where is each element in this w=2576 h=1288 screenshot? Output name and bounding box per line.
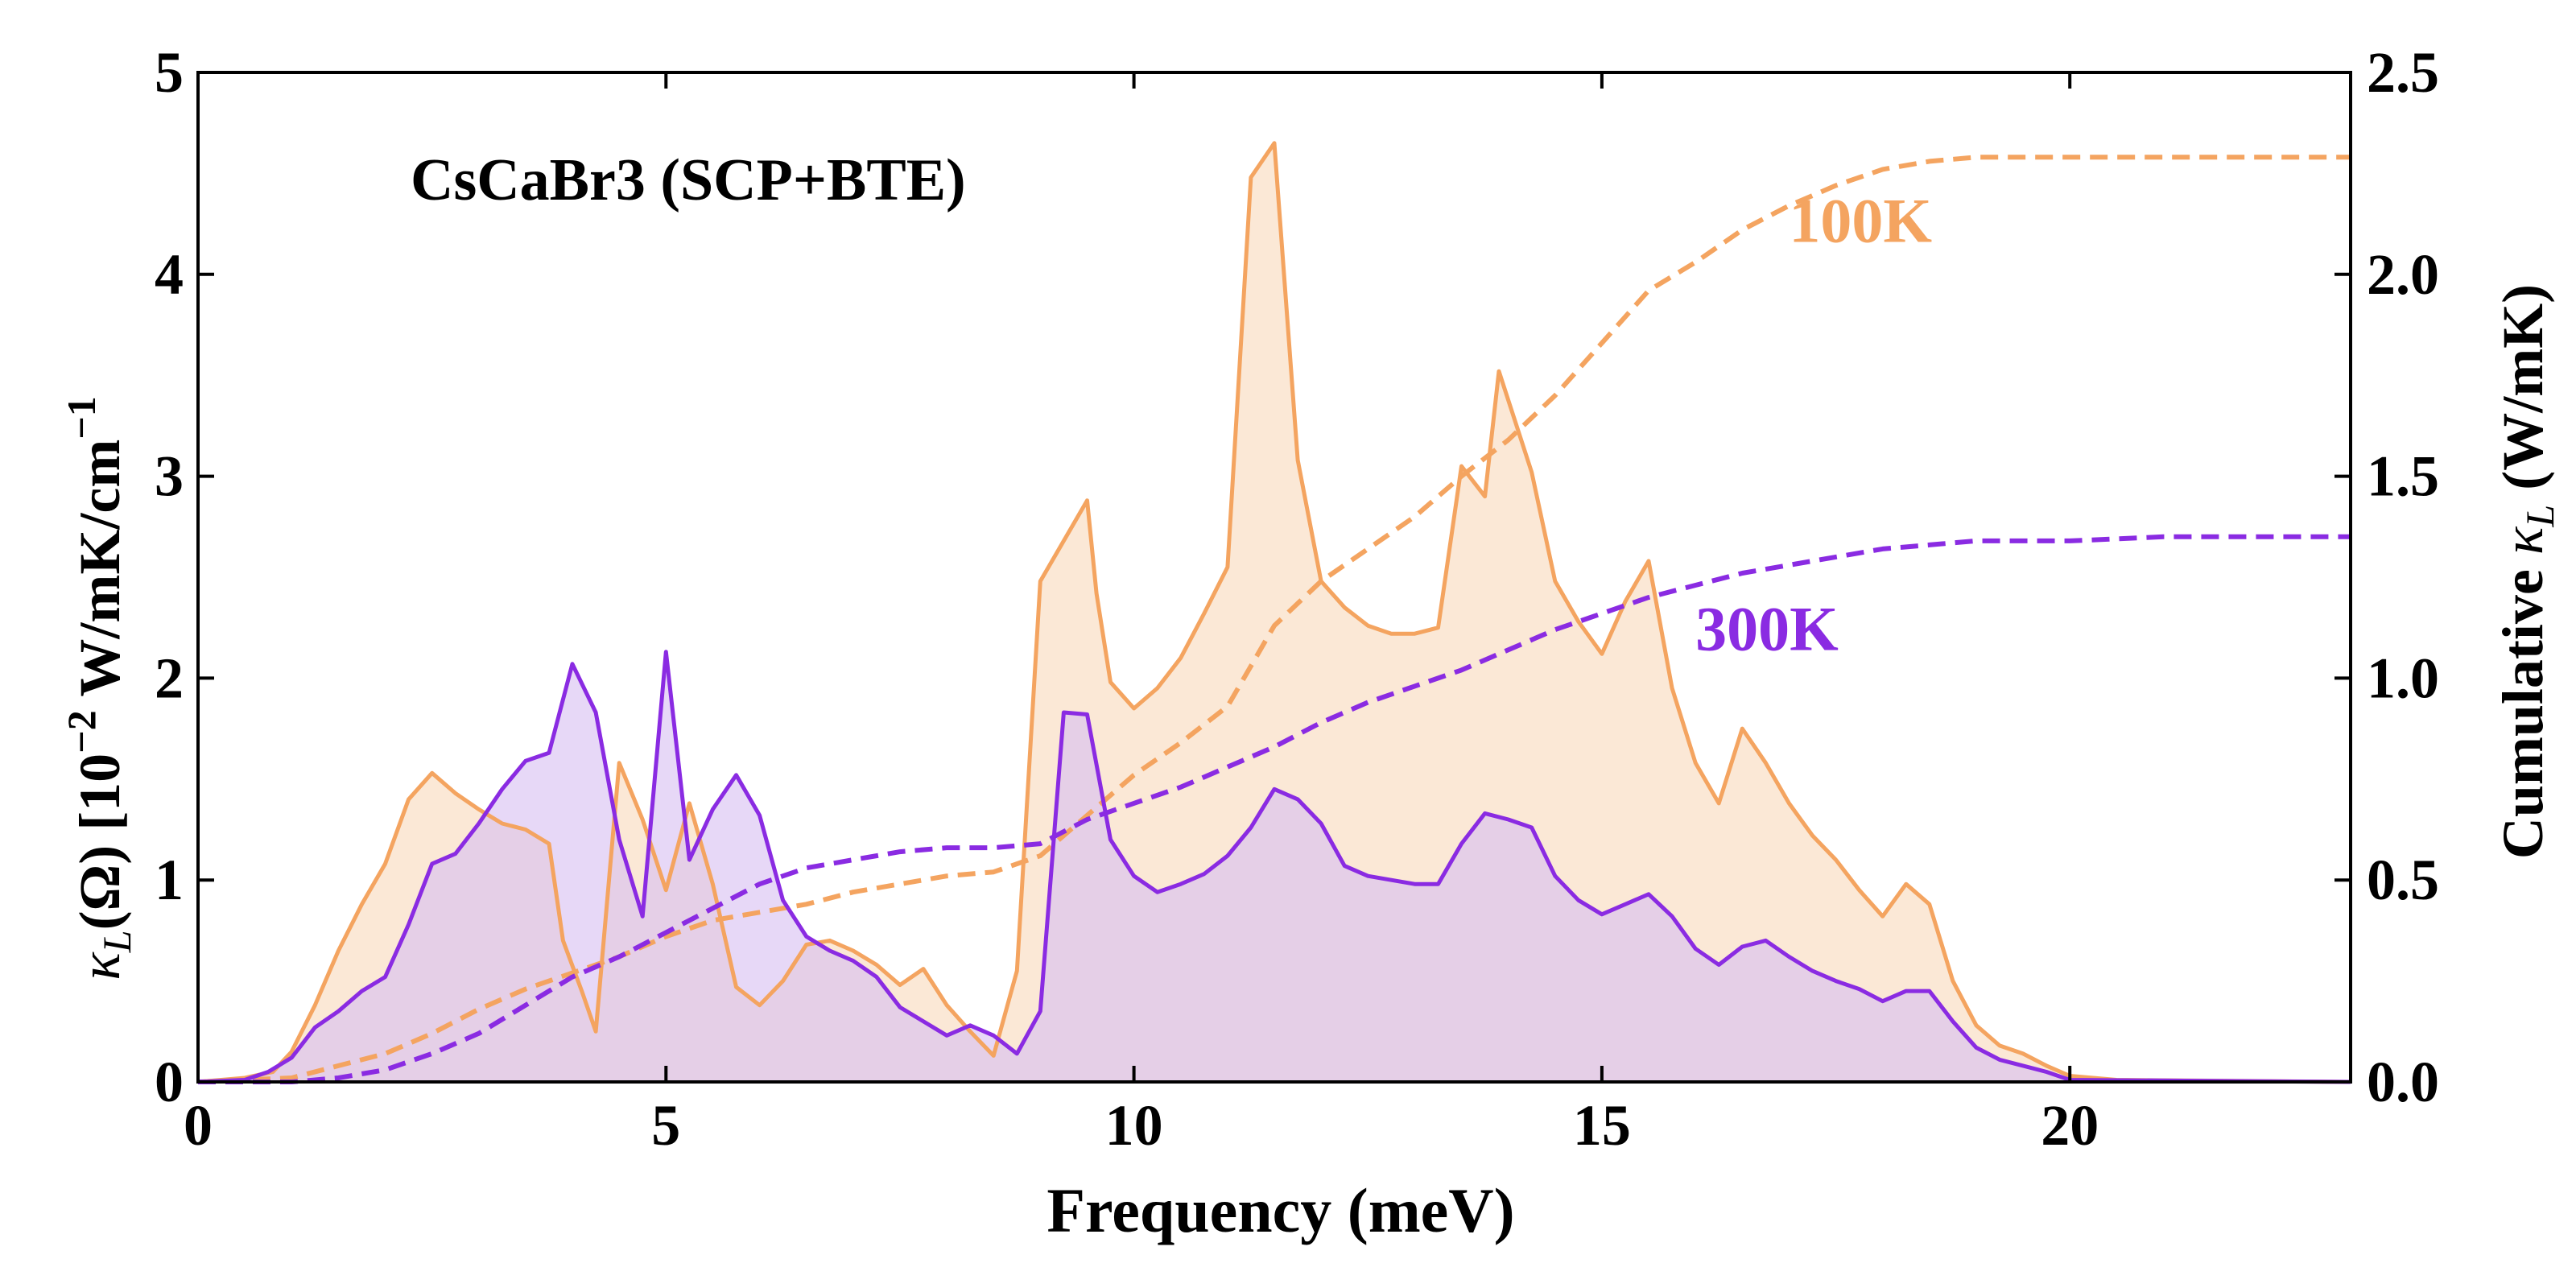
series-label-300K: 300K [1695, 593, 1839, 663]
y-tick-label-right: 0.0 [2367, 1050, 2439, 1114]
cumulative-line-300K [198, 534, 2351, 1084]
plot-frame [196, 71, 2352, 1084]
spectral-fills [198, 142, 2351, 1082]
series-labels: 100K 300K [1695, 186, 1932, 664]
spectral-line-300K [197, 650, 2351, 1084]
y-tick-label-left: 0 [155, 1050, 184, 1114]
x-axis-label: Frequency (meV) [1046, 1175, 1514, 1245]
area-fill-100K [198, 142, 2351, 1082]
spectral-line-100K [197, 141, 2351, 1084]
y-tick-label-right: 2.0 [2367, 242, 2439, 307]
y-axis-label-left: κL(Ω) [10−2 W/mK/cm−1 [59, 396, 139, 980]
y-tick-label-right: 2.5 [2367, 40, 2439, 105]
series-label-100K: 100K [1789, 186, 1932, 256]
y-tick-label-left: 3 [155, 444, 184, 509]
x-tick-label: 10 [1105, 1093, 1163, 1158]
x-tick-label: 15 [1573, 1093, 1631, 1158]
y-tick-label-right: 1.0 [2367, 646, 2439, 710]
y-tick-label-left: 5 [155, 40, 184, 105]
x-tick-label: 5 [651, 1093, 680, 1158]
y-tick-label-left: 4 [155, 242, 184, 307]
y-axis-label-right: Cumulative κL (W/mK) [2491, 284, 2562, 859]
y-tick-label-left: 1 [155, 848, 184, 912]
x-tick-label: 20 [2041, 1093, 2099, 1158]
chart-title: CsCaBr3 (SCP+BTE) [411, 147, 966, 213]
x-tick-label: 0 [184, 1093, 213, 1158]
y-tick-label-left: 2 [155, 646, 184, 710]
area-fill-300K [198, 651, 2351, 1082]
cumulative-line-100K [197, 155, 2351, 1084]
series-lines [197, 141, 2351, 1084]
y-tick-label-right: 0.5 [2367, 848, 2439, 912]
axis-ticks: 0 5 10 15 20 0 1 2 3 4 5 0.0 0.5 1.0 1.5 2.0 2.5 [155, 40, 2439, 1158]
y-tick-label-right: 1.5 [2367, 444, 2439, 509]
